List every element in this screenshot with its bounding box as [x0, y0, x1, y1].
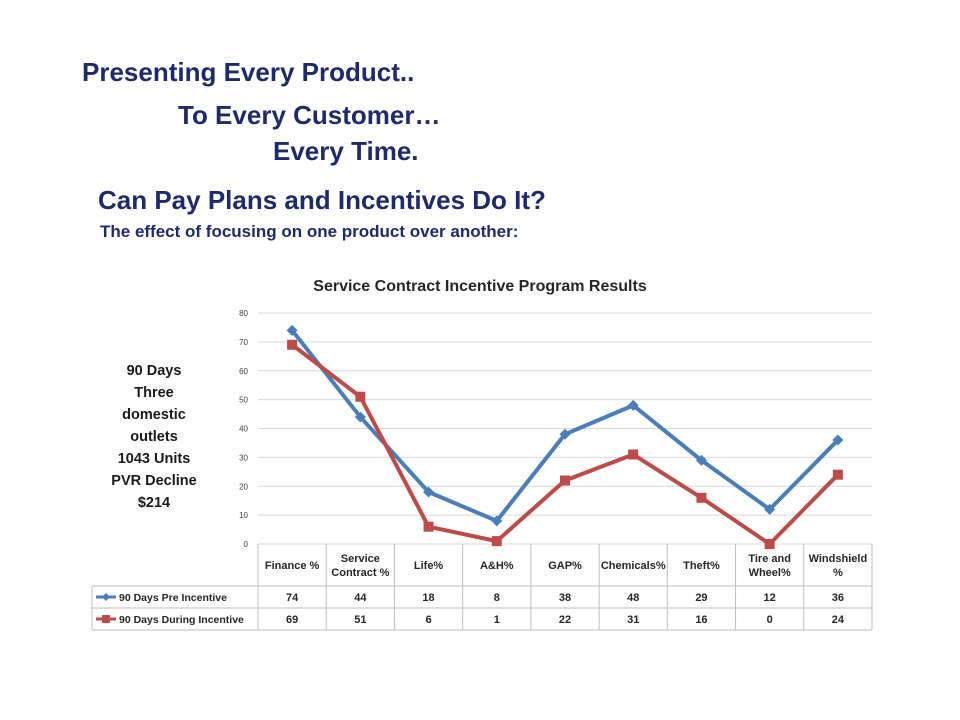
y-tick-label: 30: [239, 453, 248, 462]
data-point: [696, 492, 707, 503]
data-point: [628, 449, 639, 460]
data-point: [764, 503, 776, 515]
x-tick-label: Windshield: [809, 553, 868, 565]
chart-title: Service Contract Incentive Program Resul…: [313, 278, 647, 295]
data-point: [423, 486, 435, 498]
table-value: 22: [559, 614, 571, 626]
data-point: [355, 391, 366, 402]
side-note-line: domestic: [122, 407, 186, 423]
table-value: 31: [627, 614, 639, 626]
side-note-line: PVR Decline: [111, 473, 197, 489]
x-tick-label: %: [833, 567, 843, 579]
table-value: 18: [422, 592, 434, 604]
y-tick-label: 10: [239, 511, 248, 520]
table-value: 16: [695, 614, 707, 626]
x-tick-label: Service: [341, 553, 380, 565]
legend-label: 90 Days During Incentive: [119, 614, 244, 626]
y-tick-label: 40: [239, 425, 248, 434]
subtitle: Can Pay Plans and Incentives Do It?: [98, 185, 546, 215]
caption: The effect of focusing on one product ov…: [100, 222, 519, 241]
side-note: 90 Days Three domestic outlets 1043 Unit…: [92, 360, 216, 514]
headline-line-2: To Every Customer…: [178, 100, 441, 130]
data-point: [627, 399, 639, 411]
grid: [258, 312, 872, 545]
table-value: 24: [832, 614, 845, 626]
x-tick-label: Contract %: [331, 567, 389, 579]
data-point: [832, 434, 844, 446]
table-value: 8: [494, 592, 500, 604]
legend-key-marker: [102, 615, 110, 623]
table-value: 51: [354, 614, 366, 626]
data-table: Finance % Service Contract % Life% A&H% GAP% C…: [91, 544, 873, 631]
legend-label: 90 Days Pre Incentive: [119, 592, 227, 604]
data-point: [695, 454, 707, 466]
side-note-line: Three: [134, 385, 174, 401]
x-tick-label: Wheel%: [749, 567, 791, 579]
data-point: [287, 339, 298, 350]
table-value: 0: [767, 614, 773, 626]
table-value: 48: [627, 592, 639, 604]
table-value: 44: [354, 592, 367, 604]
data-point: [832, 469, 843, 480]
data-point: [286, 324, 298, 336]
y-tick-label: 50: [239, 396, 248, 405]
table-value: 29: [695, 592, 707, 604]
legend-key-marker: [102, 593, 110, 601]
table-value: 36: [832, 592, 844, 604]
table-value: 6: [425, 614, 431, 626]
x-tick-label: Finance %: [265, 560, 320, 572]
side-note-line: $214: [137, 495, 171, 511]
data-point: [354, 411, 366, 423]
data-point: [491, 536, 502, 547]
y-tick-label: 70: [239, 338, 248, 347]
y-tick-label: 60: [239, 367, 248, 376]
x-tick-label: GAP%: [548, 560, 582, 572]
data-point: [764, 539, 775, 549]
table-value: 12: [764, 592, 776, 604]
y-tick-label: 80: [239, 309, 248, 318]
x-tick-label: Life%: [414, 560, 444, 572]
side-note-line: 1043 Units: [117, 451, 191, 467]
headline-line-1: Presenting Every Product..: [82, 57, 415, 87]
x-tick-label: Chemicals%: [601, 560, 666, 572]
data-point: [423, 521, 434, 532]
table-value: 69: [286, 614, 298, 626]
side-note-line: 90 Days: [126, 363, 182, 379]
x-tick-label: Tire and: [748, 553, 791, 565]
series-line: [290, 343, 840, 546]
y-tick-label: 20: [239, 482, 248, 491]
side-note-line: outlets: [130, 429, 178, 445]
table-value: 38: [559, 592, 571, 604]
y-axis: 0 10 20 30 40 50 60 70 80: [239, 309, 248, 549]
x-tick-label: A&H%: [480, 560, 514, 572]
y-tick-label: 0: [244, 540, 249, 549]
data-point: [560, 475, 570, 486]
table-value: 74: [286, 592, 299, 604]
headline-line-3: Every Time.: [273, 136, 419, 166]
data-point: [491, 515, 503, 527]
data-point: [559, 428, 571, 440]
plot-area: [286, 324, 844, 549]
table-value: 1: [494, 614, 500, 626]
x-tick-label: Theft%: [683, 560, 720, 572]
